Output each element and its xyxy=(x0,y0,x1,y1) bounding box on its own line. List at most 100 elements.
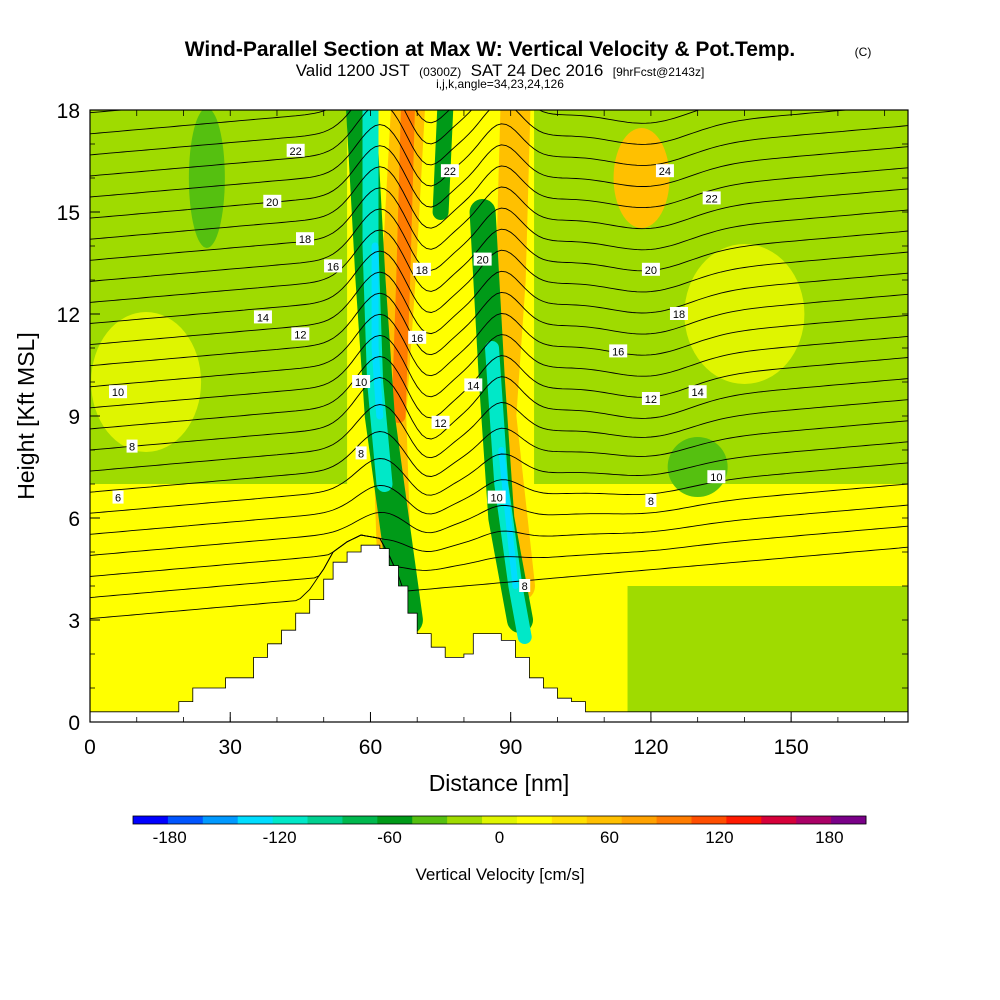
contour-label: 8 xyxy=(355,446,367,460)
y-tick-label: 18 xyxy=(57,100,80,123)
x-tick-label: 0 xyxy=(84,736,96,759)
contour-label-box xyxy=(263,194,282,208)
contour-label-box xyxy=(412,262,431,276)
contour-label-box xyxy=(609,344,628,358)
x-tick-label: 60 xyxy=(359,736,382,759)
contour-label-text: 8 xyxy=(129,442,135,454)
isentrope-line xyxy=(90,110,450,135)
velocity-bands xyxy=(90,110,908,722)
colorbar-tick-label: 0 xyxy=(495,828,504,847)
contour-label: 18 xyxy=(412,262,431,277)
isentrope-lines xyxy=(90,110,908,620)
contour-label: 10 xyxy=(109,385,128,399)
x-tick-label: 90 xyxy=(499,736,522,759)
contour-label-text: 8 xyxy=(358,448,364,460)
contour-label-text: 16 xyxy=(411,333,423,345)
contour-label: 10 xyxy=(707,470,726,484)
contour-label: 14 xyxy=(253,310,272,324)
isentrope-line xyxy=(90,165,908,240)
colorbar-swatch xyxy=(621,816,658,824)
contour-label: 10 xyxy=(352,375,371,389)
colorbar-swatch xyxy=(796,816,832,824)
contour-label-text: 6 xyxy=(115,493,121,505)
contour-label-text: 14 xyxy=(467,380,479,392)
contour-label-text: 16 xyxy=(612,346,624,358)
colorbar-swatch xyxy=(377,816,413,824)
contour-label: 12 xyxy=(641,392,660,406)
colorbar-swatch xyxy=(167,816,204,824)
colorbar-swatch xyxy=(831,816,867,824)
contour-label-box xyxy=(707,470,726,484)
contour-label-text: 20 xyxy=(477,255,489,267)
contour-label-box xyxy=(702,191,721,205)
colorbar xyxy=(132,815,867,825)
y-axis-label: Height [Kft MSL] xyxy=(13,332,39,499)
band-green-left xyxy=(188,110,225,248)
colorbar-swatch xyxy=(237,816,274,824)
y-tick-label: 15 xyxy=(57,202,80,225)
colorbar-swatch xyxy=(482,816,518,824)
contour-label-box xyxy=(431,415,450,429)
y-tick-label: 3 xyxy=(68,610,80,633)
band-cyan-downdraft xyxy=(371,242,384,420)
contour-label-box xyxy=(519,579,531,592)
forecast-info: [9hrFcst@2143z] xyxy=(613,65,705,79)
y-tick-label: 12 xyxy=(57,304,80,327)
isentrope-line xyxy=(90,462,908,535)
contour-label-text: 8 xyxy=(648,496,654,508)
isentrope-line xyxy=(90,313,908,388)
contour-label-box xyxy=(464,378,483,392)
contour-label-box xyxy=(669,307,688,320)
isentrope-line xyxy=(90,110,852,177)
colorbar-swatch xyxy=(726,816,762,824)
colorbar-swatch xyxy=(761,816,797,824)
contour-label-box xyxy=(286,143,305,157)
contour-label-text: 22 xyxy=(290,146,302,158)
contour-label-text: 24 xyxy=(659,166,671,178)
contour-label-box xyxy=(296,232,315,246)
contour-label-text: 12 xyxy=(645,394,657,406)
isentrope-line xyxy=(90,144,908,219)
contour-label: 18 xyxy=(669,307,688,321)
isentrope-line xyxy=(90,291,908,367)
contour-label: 22 xyxy=(286,143,305,158)
isentrope-line xyxy=(90,525,908,599)
x-tick-label: 30 xyxy=(219,736,242,759)
isentrope-line xyxy=(90,376,908,451)
contour-label-text: 10 xyxy=(112,387,124,399)
band-lower-right xyxy=(627,586,908,722)
x-tick-label: 150 xyxy=(774,736,809,759)
plot-area: 6 8 10 12 14 16 18 20 22 10 8 18 16 22 20 14 12 10 8 24 22 20… xyxy=(90,110,908,722)
contour-label-box xyxy=(473,252,492,266)
contour-label-box xyxy=(645,494,657,507)
contour-label: 10 xyxy=(487,490,506,505)
contour-label: 22 xyxy=(440,164,459,178)
terrain-silhouette xyxy=(90,544,908,722)
isentrope-line xyxy=(90,441,908,514)
colorbar-swatch xyxy=(516,816,553,824)
contour-label: 14 xyxy=(688,385,707,399)
contour-label-box xyxy=(112,490,124,504)
contour-label-text: 14 xyxy=(257,312,269,324)
contour-label-box xyxy=(487,490,506,504)
contour-label-text: 8 xyxy=(522,581,528,593)
colorbar-swatch xyxy=(691,816,727,824)
colorbar-label: Vertical Velocity [cm/s] xyxy=(415,865,584,884)
contour-label: 14 xyxy=(464,378,483,392)
contour-label-box xyxy=(253,310,272,324)
y-tick-label: 6 xyxy=(68,508,80,531)
utc-time: (0300Z) xyxy=(419,65,461,79)
colorbar-swatch xyxy=(656,816,692,824)
contour-label-text: 22 xyxy=(444,166,456,178)
contour-label-text: 12 xyxy=(434,418,446,430)
contour-label: 18 xyxy=(296,232,315,246)
colorbar-swatch xyxy=(307,816,343,824)
contour-label-box xyxy=(291,327,310,341)
colorbar-swatch xyxy=(412,816,448,824)
contour-label: 20 xyxy=(473,252,492,267)
colorbar-tick-label: 60 xyxy=(600,828,619,847)
colorbar-swatch xyxy=(272,816,309,824)
contour-label: 8 xyxy=(519,579,531,593)
contour-label-box xyxy=(655,164,674,178)
